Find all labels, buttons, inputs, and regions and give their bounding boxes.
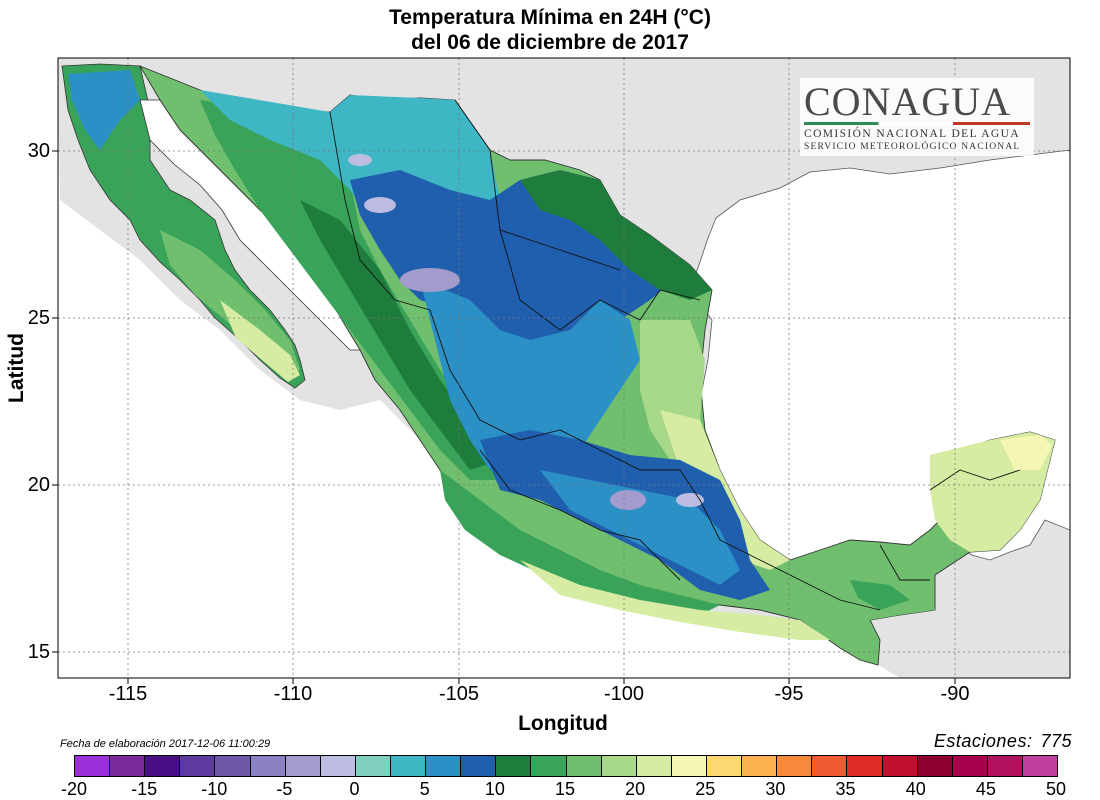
color-bar-swatch bbox=[671, 756, 707, 776]
x-tick-label: -90 bbox=[940, 683, 970, 705]
map-title: Temperatura Mínima en 24H (°C) bbox=[389, 6, 711, 29]
color-bar-swatch bbox=[75, 756, 111, 776]
color-bar-label: 40 bbox=[905, 779, 926, 799]
zone-chiapas-high bbox=[850, 580, 910, 610]
zone-darkgreen-sierra bbox=[300, 200, 500, 470]
cold-spot-mexico-city bbox=[610, 490, 646, 510]
zone-blue-central-south bbox=[540, 470, 740, 585]
color-bar-swatch bbox=[285, 756, 321, 776]
pacific-ocean bbox=[58, 95, 900, 678]
color-bar-swatch bbox=[531, 756, 567, 776]
cold-spot-puebla bbox=[676, 493, 704, 507]
color-bar-label: 10 bbox=[484, 779, 505, 799]
stations-label: Estaciones: bbox=[933, 731, 1033, 751]
color-bar-swatch bbox=[1022, 756, 1058, 776]
tick-marks bbox=[52, 150, 956, 684]
color-bar-label: 45 bbox=[975, 779, 996, 799]
color-bar-swatch bbox=[987, 756, 1023, 776]
color-bar-swatch bbox=[496, 756, 532, 776]
state-borders bbox=[329, 99, 1021, 611]
y-tick-label: 25 bbox=[27, 307, 50, 329]
color-bar-swatch bbox=[110, 756, 146, 776]
x-tick-label: -115 bbox=[108, 683, 148, 705]
color-bar-label: -20 bbox=[60, 779, 87, 799]
color-bar-swatch bbox=[742, 756, 778, 776]
color-bar bbox=[74, 755, 1058, 777]
color-bar-label: 35 bbox=[835, 779, 856, 799]
color-bar-swatch bbox=[917, 756, 953, 776]
color-bar-label: 50 bbox=[1045, 779, 1067, 799]
color-bar-swatch bbox=[847, 756, 883, 776]
y-tick-label: 15 bbox=[27, 641, 50, 663]
zone-yucatan-coast bbox=[1000, 435, 1052, 470]
color-bar-label: 25 bbox=[695, 779, 716, 799]
color-bar-swatch bbox=[145, 756, 181, 776]
color-bar-label: 15 bbox=[554, 779, 576, 799]
baja-north-cold bbox=[68, 70, 140, 150]
color-bar-swatch bbox=[601, 756, 637, 776]
color-bar-swatch bbox=[320, 756, 356, 776]
color-bar-label: -15 bbox=[131, 779, 158, 799]
color-bar-swatch bbox=[180, 756, 216, 776]
x-tick-label: -110 bbox=[273, 683, 313, 705]
zone-pale-coast bbox=[520, 560, 830, 640]
color-bar-swatch bbox=[952, 756, 988, 776]
zone-blue-plateau bbox=[420, 280, 640, 480]
color-bar-swatch bbox=[777, 756, 813, 776]
color-bar-swatch bbox=[250, 756, 286, 776]
color-bar-label: -10 bbox=[201, 779, 228, 799]
cold-spot-sonora bbox=[348, 154, 372, 166]
color-bar-label: 5 bbox=[419, 779, 430, 799]
color-bar-swatch bbox=[215, 756, 251, 776]
generation-date: Fecha de elaboración 2017-12-06 11:00:29 bbox=[60, 738, 271, 750]
color-bar-swatch bbox=[882, 756, 918, 776]
color-bar-swatch bbox=[706, 756, 743, 776]
logo-wordmark: CONAGUA bbox=[804, 79, 1011, 124]
map-frame bbox=[57, 57, 1071, 679]
stations-count: Estaciones: 775 bbox=[926, 731, 1072, 752]
color-bar-label: 20 bbox=[625, 779, 646, 799]
x-tick-label: -100 bbox=[603, 683, 645, 705]
logo-subtitle-1: COMISIÓN NACIONAL DEL AGUA bbox=[804, 128, 1021, 140]
cold-spot-chihuahua bbox=[364, 197, 396, 213]
color-bar-label: 30 bbox=[765, 779, 786, 799]
x-axis-title: Longitud bbox=[518, 712, 608, 735]
baja-cape-zone bbox=[220, 300, 300, 382]
color-bar-swatch bbox=[426, 756, 462, 776]
gridlines bbox=[58, 58, 1070, 678]
y-tick-label: 20 bbox=[27, 474, 50, 496]
x-tick-label: -105 bbox=[438, 683, 480, 705]
color-bar-swatch bbox=[812, 756, 848, 776]
color-bar-swatch bbox=[390, 756, 427, 776]
cold-spot-durango bbox=[400, 268, 460, 292]
color-bar-label: -5 bbox=[276, 779, 293, 799]
color-bar-swatch bbox=[461, 756, 497, 776]
logo-flag-stripe bbox=[804, 122, 1030, 125]
logo-subtitle-2: SERVICIO METEOROLÓGICO NACIONAL bbox=[804, 142, 1021, 152]
color-bar-label: 0 bbox=[349, 779, 360, 799]
zone-darkgreen-northeast bbox=[520, 170, 712, 300]
color-bar-swatch bbox=[355, 756, 391, 776]
conagua-logo: CONAGUA COMISIÓN NACIONAL DEL AGUA SERVI… bbox=[800, 78, 1034, 156]
color-bar-swatch bbox=[636, 756, 672, 776]
y-axis-title: Latitud bbox=[5, 333, 28, 403]
y-tick-label: 30 bbox=[27, 140, 50, 162]
stations-value: 775 bbox=[1040, 731, 1072, 751]
color-bar-swatch bbox=[566, 756, 602, 776]
x-tick-label: -95 bbox=[774, 683, 804, 705]
map-subtitle: del 06 de diciembre de 2017 bbox=[411, 31, 689, 54]
